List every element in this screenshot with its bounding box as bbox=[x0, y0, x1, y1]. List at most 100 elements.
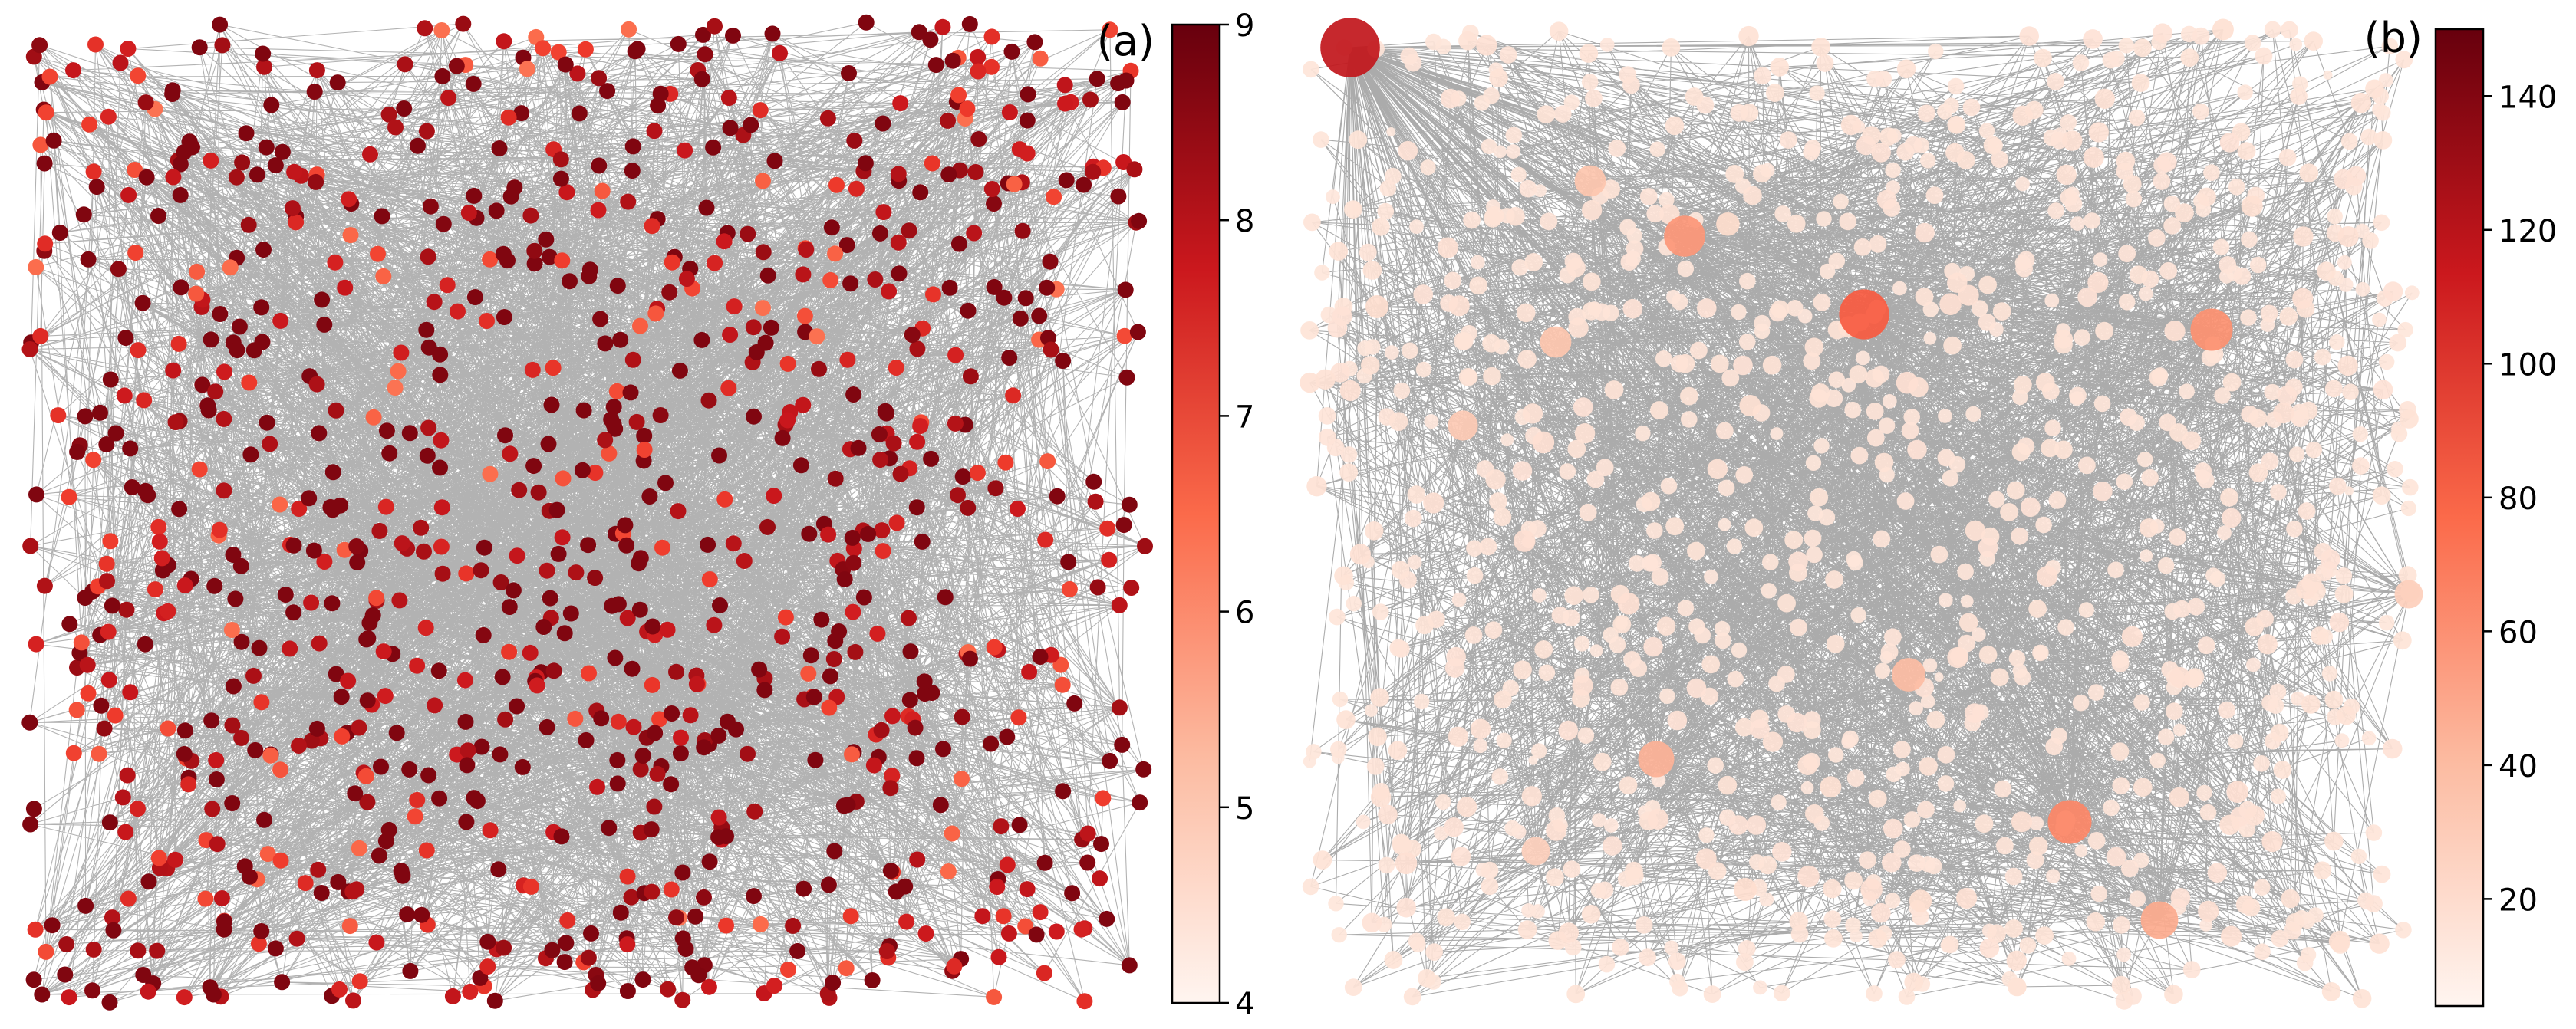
panel-a-node bbox=[497, 427, 513, 444]
panel-b-node bbox=[1972, 627, 1986, 642]
panel-b-node bbox=[1454, 331, 1472, 350]
panel-b-node bbox=[2011, 811, 2033, 833]
panel-b-node bbox=[2029, 816, 2044, 830]
panel-b-node bbox=[1564, 939, 1582, 956]
panel-a-node bbox=[621, 21, 637, 38]
panel-b-node bbox=[1810, 488, 1829, 507]
panel-b-node bbox=[2237, 84, 2253, 100]
panel-b-node bbox=[1579, 503, 1597, 521]
panel-b-node bbox=[2153, 173, 2171, 190]
panel-a-node bbox=[75, 206, 92, 223]
panel-a-node bbox=[153, 550, 170, 567]
panel-b-node bbox=[2157, 728, 2175, 745]
panel-a-node bbox=[394, 535, 410, 552]
panel-b-node bbox=[2375, 105, 2391, 121]
panel-a-node bbox=[647, 725, 664, 741]
panel-a-node bbox=[947, 415, 964, 432]
panel-b-node bbox=[2014, 669, 2031, 686]
panel-b-node bbox=[1378, 804, 1398, 825]
panel-a-node bbox=[101, 994, 118, 1011]
panel-b-node bbox=[1620, 253, 1639, 271]
panel-a-node bbox=[387, 119, 404, 136]
panel-b-node bbox=[1770, 58, 1789, 77]
panel-a-node bbox=[107, 425, 124, 442]
panel-b-node bbox=[2138, 286, 2153, 301]
panel-a-node bbox=[540, 436, 557, 452]
panel-b-node bbox=[1521, 903, 1536, 918]
panel-b-node bbox=[1581, 74, 1599, 90]
panel-a-node bbox=[562, 273, 578, 290]
panel-b-node bbox=[2373, 380, 2393, 400]
panel-b-node bbox=[2133, 778, 2153, 797]
panel-a-node bbox=[360, 630, 377, 646]
panel-a-node bbox=[1001, 350, 1018, 366]
panel-b-node bbox=[2199, 804, 2217, 821]
panel-a-node bbox=[845, 554, 862, 571]
panel-b-node bbox=[1456, 797, 1477, 817]
panel-b-node bbox=[1694, 626, 1711, 644]
panel-b-node bbox=[1816, 211, 1832, 227]
panel-b-node bbox=[2278, 148, 2297, 166]
panel-b-node bbox=[2118, 245, 2136, 263]
panel-a-node bbox=[380, 106, 397, 123]
panel-a-node bbox=[224, 795, 241, 811]
panel-a-node bbox=[844, 529, 861, 546]
panel-b-node bbox=[1407, 554, 1422, 570]
panel-b-node bbox=[1771, 794, 1787, 810]
panel-b-node bbox=[2340, 133, 2358, 150]
panel-b-node bbox=[1574, 423, 1596, 444]
panel-b-node bbox=[2269, 683, 2287, 701]
panel-b-node bbox=[2285, 350, 2304, 369]
panel-a-node bbox=[365, 409, 382, 426]
panel-a-node bbox=[209, 836, 226, 853]
panel-b-node bbox=[2285, 913, 2304, 932]
panel-b-node bbox=[1664, 940, 1679, 955]
panel-a-colorbar-tick-label-9: 9 bbox=[1235, 8, 1254, 44]
panel-b-node bbox=[2203, 164, 2220, 181]
panel-b-node bbox=[1327, 317, 1348, 338]
panel-b-node bbox=[1370, 787, 1392, 807]
panel-b-node bbox=[2337, 355, 2358, 376]
panel-a-node bbox=[592, 311, 609, 327]
panel-a-node bbox=[494, 669, 511, 685]
panel-b-node bbox=[1888, 951, 1906, 968]
panel-b-node bbox=[2035, 373, 2055, 392]
panel-b-node bbox=[1804, 529, 1822, 547]
panel-a-node bbox=[844, 746, 860, 763]
panel-a-node bbox=[555, 470, 572, 487]
panel-b-node bbox=[1923, 331, 1937, 345]
panel-a-node bbox=[872, 452, 889, 468]
panel-b-node bbox=[1330, 363, 1350, 383]
panel-a-node bbox=[838, 237, 855, 254]
panel-b-node bbox=[1668, 952, 1686, 971]
panel-b-node bbox=[2159, 261, 2178, 280]
panel-b-node bbox=[1965, 703, 1985, 723]
panel-b-node bbox=[1612, 939, 1629, 956]
panel-b-node bbox=[1593, 752, 1612, 771]
panel-b-node bbox=[2121, 626, 2143, 647]
panel-b-node bbox=[1572, 675, 1593, 696]
panel-a-node bbox=[134, 294, 151, 311]
panel-a-node bbox=[746, 888, 762, 905]
panel-a-node bbox=[402, 962, 419, 979]
panel-b-node bbox=[1762, 731, 1784, 752]
panel-b-node bbox=[1943, 97, 1959, 113]
panel-a-node bbox=[569, 65, 586, 82]
panel-b-node bbox=[1499, 46, 1517, 64]
panel-b-node bbox=[2228, 733, 2244, 749]
panel-b-node bbox=[1482, 334, 1500, 353]
panel-a-node bbox=[526, 255, 543, 272]
panel-b-node bbox=[2008, 977, 2027, 997]
panel-a-colorbar-tick-label-5: 5 bbox=[1235, 791, 1254, 827]
panel-a-node bbox=[223, 622, 240, 638]
panel-a-node bbox=[1032, 649, 1049, 665]
panel-a-node bbox=[960, 302, 977, 319]
panel-a-node bbox=[636, 442, 653, 458]
panel-b-node bbox=[1672, 979, 1688, 997]
panel-a-node bbox=[845, 603, 861, 620]
panel-b-node bbox=[1960, 594, 1974, 608]
panel-b-node bbox=[2046, 869, 2060, 884]
panel-a-node bbox=[127, 245, 144, 261]
panel-b-node bbox=[1707, 757, 1724, 774]
panel-b-node bbox=[1476, 35, 1497, 56]
